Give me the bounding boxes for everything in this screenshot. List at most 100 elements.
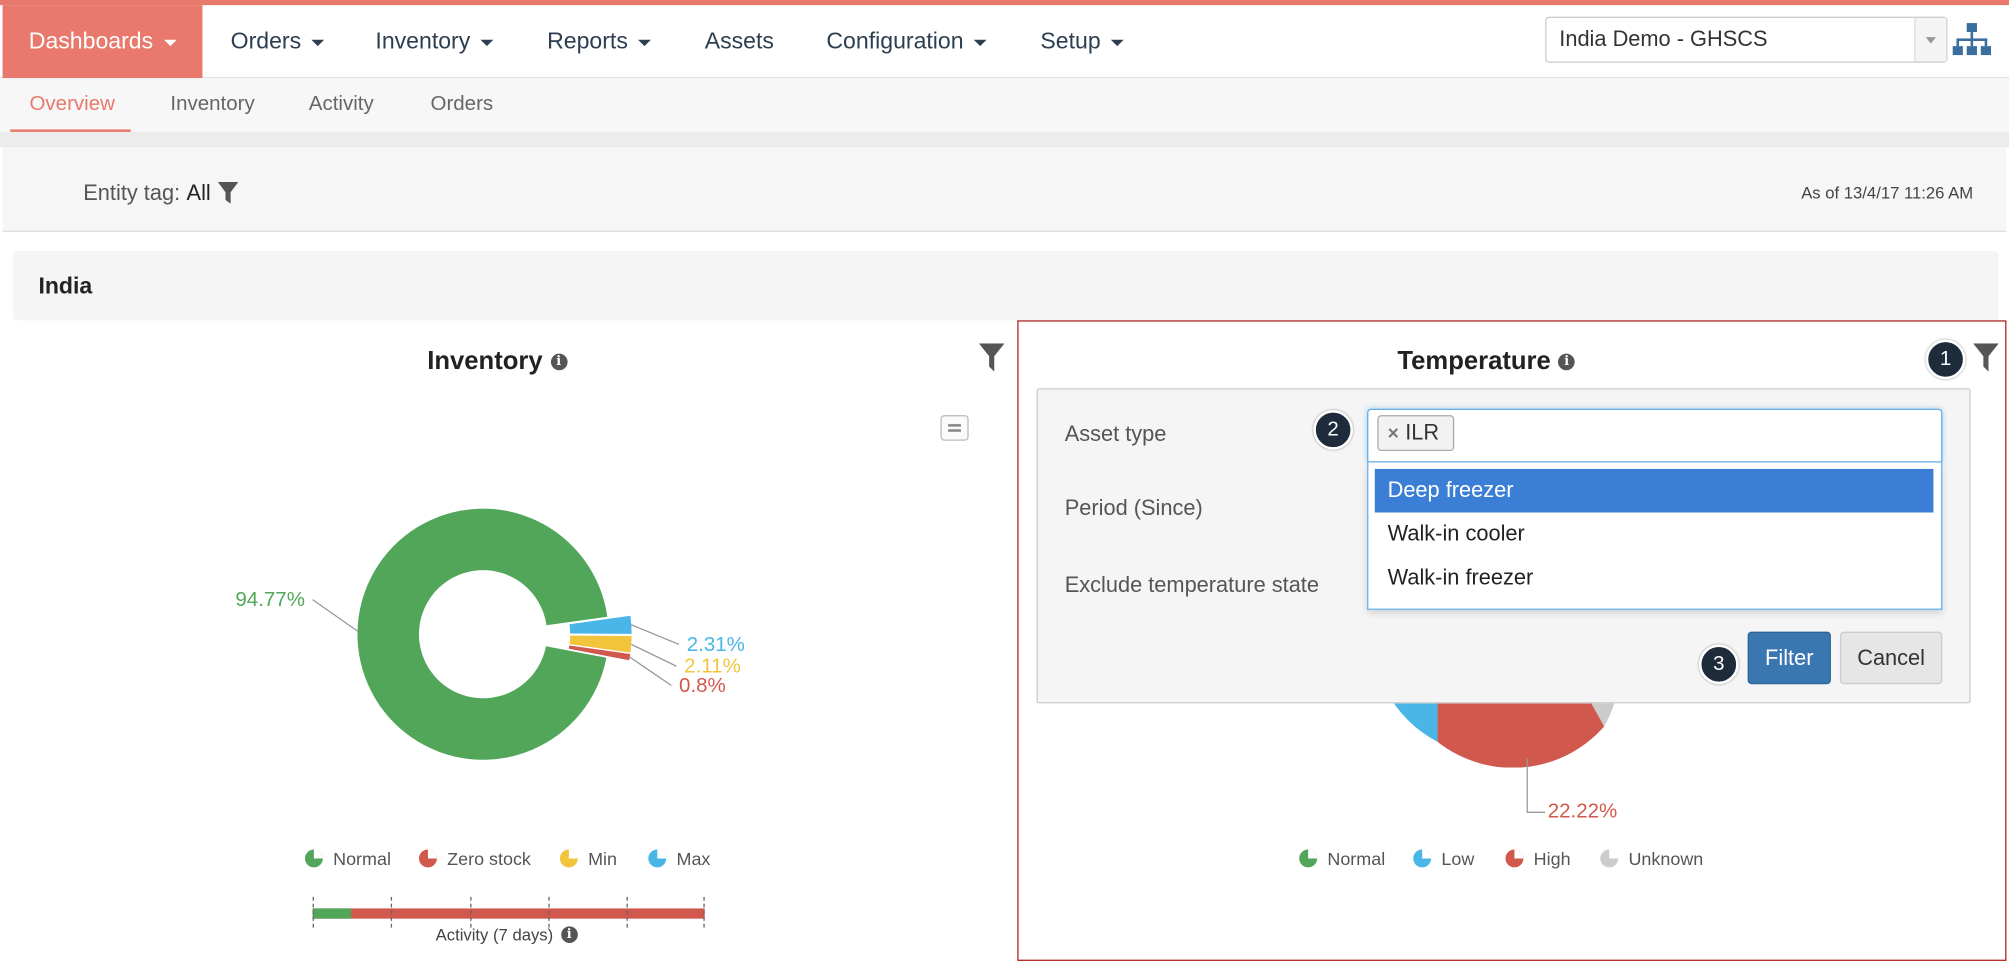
nav-inventory-label: Inventory xyxy=(375,28,471,54)
as-of-timestamp: As of 13/4/17 11:26 AM xyxy=(1801,183,1974,203)
data-label-min: 2.11% xyxy=(684,655,741,678)
exclude-temperature-state-label: Exclude temperature state xyxy=(1064,572,1319,598)
step-badge-2: 2 xyxy=(1313,410,1353,450)
inventory-title-label: Inventory xyxy=(427,347,543,376)
data-label-zero-stock: 0.8% xyxy=(679,674,726,697)
activity-bar xyxy=(312,908,705,919)
subnav-inventory[interactable]: Inventory xyxy=(170,93,255,116)
caret-down-icon xyxy=(480,39,494,47)
inventory-chart-title: Inventory i xyxy=(384,347,610,376)
nav-assets-label: Assets xyxy=(704,28,774,54)
legend-label: Unknown xyxy=(1628,848,1704,869)
legend-min[interactable]: Min xyxy=(559,847,618,870)
activity-label: Activity (7 days) i xyxy=(436,925,578,944)
divider xyxy=(0,131,2009,148)
nav-orders-label: Orders xyxy=(230,28,302,54)
info-icon[interactable]: i xyxy=(560,926,578,943)
inventory-donut-chart: 2.31%2.11%0.8% 94.77% xyxy=(235,508,745,760)
info-icon[interactable]: i xyxy=(550,353,567,371)
filter-icon[interactable] xyxy=(978,343,1005,374)
legend-label: High xyxy=(1533,848,1571,869)
data-label-normal: 94.77% xyxy=(235,588,305,611)
caret-down-icon xyxy=(638,39,651,47)
nav-assets[interactable]: Assets xyxy=(705,5,774,78)
nav-configuration[interactable]: Configuration xyxy=(826,5,987,78)
nav-dashboards[interactable]: Dashboards xyxy=(2,5,203,79)
sub-navbar xyxy=(0,78,2009,132)
data-label-max: 2.31% xyxy=(687,633,745,656)
filter-button[interactable]: Filter xyxy=(1747,631,1831,685)
temperature-title-label: Temperature xyxy=(1397,347,1551,376)
nav-orders[interactable]: Orders xyxy=(231,5,325,78)
option-walk-in-cooler[interactable]: Walk-in cooler xyxy=(1387,521,1525,546)
caret-down-icon xyxy=(973,39,987,47)
legend-label: Max xyxy=(676,848,711,869)
caret-down-icon xyxy=(311,39,325,47)
label-connector xyxy=(631,624,680,646)
label-connector xyxy=(1526,758,1546,813)
nav-reports-label: Reports xyxy=(547,28,628,54)
section-header xyxy=(12,251,1999,321)
filter-icon[interactable] xyxy=(1973,343,1999,374)
temperature-panel-highlight xyxy=(1017,320,2007,961)
temperature-chart-title: Temperature i xyxy=(1358,347,1614,376)
nav-setup[interactable]: Setup xyxy=(1040,5,1124,78)
nav-setup-label: Setup xyxy=(1040,28,1101,54)
select-arrow-icon[interactable] xyxy=(1914,17,1947,62)
step-badge-1: 1 xyxy=(1925,339,1966,380)
selected-tag-ilr[interactable]: × ILR xyxy=(1377,415,1455,451)
slice-max[interactable] xyxy=(569,615,632,634)
legend-label: Min xyxy=(588,848,618,869)
legend-label: Normal xyxy=(333,848,391,869)
filter-icon[interactable] xyxy=(217,181,238,205)
legend-high[interactable]: High xyxy=(1505,847,1571,870)
slice-zero-stock[interactable] xyxy=(568,645,631,661)
label-connector xyxy=(631,643,677,667)
step-badge-3: 3 xyxy=(1698,644,1739,685)
temperature-pie-chart xyxy=(1394,703,1615,768)
label-connector xyxy=(312,599,358,632)
subnav-active-indicator xyxy=(10,129,131,132)
activity-ticks xyxy=(312,896,705,928)
subnav-orders[interactable]: Orders xyxy=(430,93,494,116)
entity-filter-bar xyxy=(2,147,2007,232)
label-connector xyxy=(629,656,672,686)
domain-select[interactable]: India Demo - GHSCS xyxy=(1545,16,1948,63)
option-walk-in-freezer[interactable]: Walk-in freezer xyxy=(1387,565,1534,590)
nav-inventory[interactable]: Inventory xyxy=(375,5,494,78)
entity-tag-value: All xyxy=(186,180,211,205)
nav-reports[interactable]: Reports xyxy=(547,5,651,78)
temperature-high-value: 22.22% xyxy=(1547,800,1618,823)
hierarchy-icon[interactable] xyxy=(1952,21,1992,59)
caret-down-icon xyxy=(1110,39,1124,47)
selected-tag-label: ILR xyxy=(1405,420,1440,445)
activity-label-text: Activity (7 days) xyxy=(435,925,554,945)
chart-menu-icon[interactable] xyxy=(940,415,969,441)
legend-zero-stock[interactable]: Zero stock xyxy=(418,847,531,870)
slice-normal[interactable] xyxy=(357,508,608,760)
option-deep-freezer[interactable]: Deep freezer xyxy=(1374,468,1934,513)
asset-type-multiselect[interactable] xyxy=(1367,408,1943,463)
caret-down-icon xyxy=(163,39,177,47)
entity-tag-label: Entity tag: xyxy=(83,180,181,205)
asset-type-label: Asset type xyxy=(1064,421,1167,446)
legend-low[interactable]: Low xyxy=(1413,847,1474,870)
legend-unknown[interactable]: Unknown xyxy=(1600,847,1703,870)
domain-select-value: India Demo - GHSCS xyxy=(1559,26,1768,52)
nav-configuration-label: Configuration xyxy=(826,28,964,54)
remove-tag-icon[interactable]: × xyxy=(1387,422,1399,444)
info-icon[interactable]: i xyxy=(1558,353,1576,371)
section-title: India xyxy=(38,272,93,299)
cancel-button[interactable]: Cancel xyxy=(1839,631,1943,685)
entity-tag-filter[interactable]: Entity tag: All xyxy=(83,180,238,207)
nav-dashboards-label: Dashboards xyxy=(28,28,154,54)
slice-min[interactable] xyxy=(569,635,632,653)
legend-max[interactable]: Max xyxy=(648,847,710,870)
subnav-overview[interactable]: Overview xyxy=(29,93,115,116)
period-since-label: Period (Since) xyxy=(1064,495,1203,521)
legend-normal[interactable]: Normal xyxy=(1299,847,1385,870)
legend-label: Zero stock xyxy=(447,848,531,869)
legend-label: Normal xyxy=(1327,848,1386,869)
subnav-activity[interactable]: Activity xyxy=(308,93,374,116)
legend-normal[interactable]: Normal xyxy=(304,847,391,870)
